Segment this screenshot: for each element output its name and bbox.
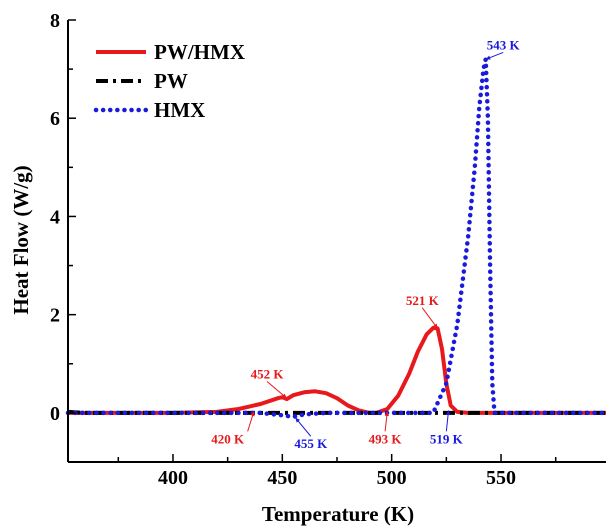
annotation-arrowhead (250, 411, 255, 417)
y-axis-title: Heat Flow (W/g) (9, 165, 33, 314)
legend-label: PW (154, 69, 188, 93)
legend-label: PW/HMX (154, 40, 245, 64)
annotation-label: 521 K (406, 293, 440, 308)
annotation-arrowhead (445, 410, 451, 416)
y-tick-label: 0 (50, 403, 60, 425)
annotation-arrowhead (295, 417, 300, 423)
x-axis-title: Temperature (K) (262, 502, 414, 526)
series-line-pw-hmx (68, 325, 606, 415)
annotation-arrowhead (485, 55, 491, 60)
y-tick-label: 6 (50, 108, 60, 130)
series-line-pw (67, 409, 606, 415)
x-tick-label: 400 (158, 467, 188, 489)
legend-label: HMX (154, 98, 205, 122)
annotation-label: 452 K (251, 367, 285, 382)
annotation-label: 519 K (430, 431, 464, 446)
annotation-arrowhead (281, 393, 287, 399)
y-tick-label: 4 (50, 206, 60, 228)
annotation-label: 493 K (369, 431, 403, 446)
annotation-label: 543 K (487, 37, 521, 52)
annotation-arrowhead (384, 411, 389, 417)
series-line-hmx (65, 57, 608, 420)
annotation-label: 455 K (294, 436, 328, 451)
x-tick-label: 550 (486, 467, 516, 489)
annotation-arrowhead (433, 323, 438, 329)
annotation-label: 420 K (211, 431, 245, 446)
x-tick-label: 450 (267, 467, 297, 489)
y-tick-label: 8 (50, 10, 60, 32)
y-tick-label: 2 (50, 305, 60, 327)
x-tick-label: 500 (377, 467, 407, 489)
